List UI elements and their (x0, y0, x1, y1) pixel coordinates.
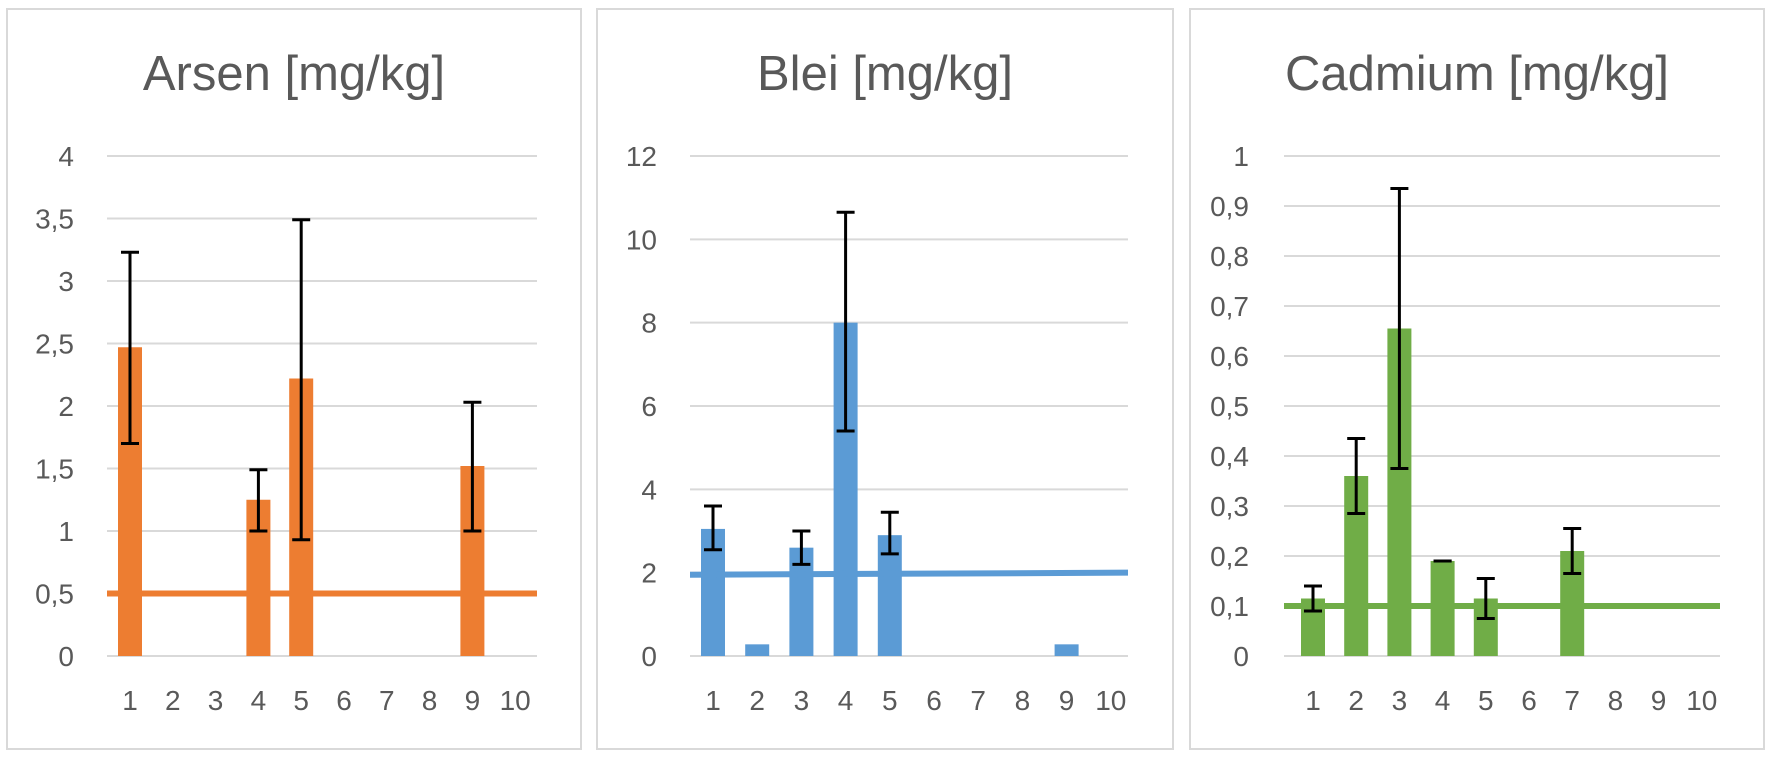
bar (745, 644, 770, 656)
x-tick-label: 6 (1521, 685, 1537, 716)
y-tick-label: 1 (58, 516, 74, 547)
y-tick-label: 2 (58, 391, 74, 422)
x-tick-label: 5 (1478, 685, 1494, 716)
y-tick-label: 4 (641, 474, 657, 505)
chart-panel: Cadmium [mg/kg] 0 0,1 0,2 0,3 0,4 0,5 0,6 0,7 0,8… (1189, 8, 1765, 750)
y-tick-label: 0 (641, 641, 657, 672)
error-bar (1390, 187, 1409, 470)
x-tick-label: 7 (1564, 685, 1580, 716)
error-bar (463, 400, 482, 533)
y-tick-label: 0 (1233, 641, 1249, 672)
x-tick-label: 4 (1435, 685, 1451, 716)
y-tick-label: 12 (626, 141, 657, 172)
y-tick-label: 10 (626, 224, 657, 255)
x-tick-label: 6 (926, 685, 942, 716)
x-tick-label: 8 (1015, 685, 1031, 716)
y-tick-label: 0,3 (1210, 491, 1249, 522)
error-bar (292, 218, 311, 542)
x-tick-label: 9 (1651, 685, 1667, 716)
y-tick-label: 0 (58, 641, 74, 672)
error-bar (836, 210, 855, 433)
x-tick-label: 1 (1305, 685, 1321, 716)
x-tick-label: 2 (165, 685, 181, 716)
y-tick-label: 8 (641, 308, 657, 339)
x-tick-label: 5 (882, 685, 898, 716)
x-tick-label: 5 (293, 685, 309, 716)
y-tick-label: 3,5 (35, 204, 74, 235)
y-tick-label: 0,5 (1210, 391, 1249, 422)
y-tick-label: 1 (1233, 141, 1249, 172)
x-tick-label: 7 (379, 685, 395, 716)
x-tick-label: 9 (465, 685, 481, 716)
x-tick-label: 3 (208, 685, 224, 716)
y-tick-label: 0,5 (35, 579, 74, 610)
x-tick-label: 2 (1348, 685, 1364, 716)
error-bar (121, 250, 139, 445)
y-tick-label: 2,5 (35, 329, 74, 360)
y-tick-label: 1,5 (35, 454, 74, 485)
error-bar (1304, 584, 1322, 613)
y-tick-label: 4 (58, 141, 74, 172)
y-tick-label: 0,2 (1210, 541, 1249, 572)
x-tick-label: 3 (794, 685, 810, 716)
x-tick-label: 8 (1608, 685, 1624, 716)
x-tick-label: 7 (970, 685, 986, 716)
error-bar (249, 468, 268, 533)
x-tick-label: 9 (1059, 685, 1075, 716)
y-tick-label: 0,7 (1210, 291, 1249, 322)
y-tick-label: 0,4 (1210, 441, 1249, 472)
error-bar (880, 510, 899, 556)
y-tick-label: 3 (58, 266, 74, 297)
chart-title: Cadmium [mg/kg] (1285, 47, 1669, 101)
x-tick-label: 8 (422, 685, 438, 716)
chart-title: Blei [mg/kg] (757, 47, 1013, 101)
bar (1054, 644, 1079, 656)
chart-title: Arsen [mg/kg] (143, 47, 445, 101)
error-bar (1347, 437, 1366, 515)
x-tick-label: 4 (251, 685, 267, 716)
x-tick-label: 1 (705, 685, 721, 716)
error-bar (792, 529, 811, 566)
y-tick-label: 0,8 (1210, 241, 1249, 272)
chart-panel: Arsen [mg/kg]00,511,522,533,541 2 3 4 5 6 7 8 9 1… (6, 8, 582, 750)
y-tick-label: 6 (641, 391, 657, 422)
error-bar (1563, 527, 1582, 575)
y-tick-label: 0,9 (1210, 191, 1249, 222)
y-tick-label: 0,1 (1210, 591, 1249, 622)
error-bar (704, 504, 722, 552)
y-tick-label: 2 (641, 558, 657, 589)
x-tick-label: 6 (336, 685, 352, 716)
x-tick-label: 1 (122, 685, 138, 716)
x-tick-label: 10 (1095, 685, 1126, 716)
y-tick-label: 0,6 (1210, 341, 1249, 372)
x-tick-label: 3 (1392, 685, 1408, 716)
error-bar (1476, 577, 1495, 620)
x-tick-label: 10 (500, 685, 531, 716)
x-tick-label: 4 (838, 685, 854, 716)
x-tick-label: 10 (1686, 685, 1717, 716)
x-tick-label: 2 (749, 685, 765, 716)
reference-line (689, 569, 1129, 578)
